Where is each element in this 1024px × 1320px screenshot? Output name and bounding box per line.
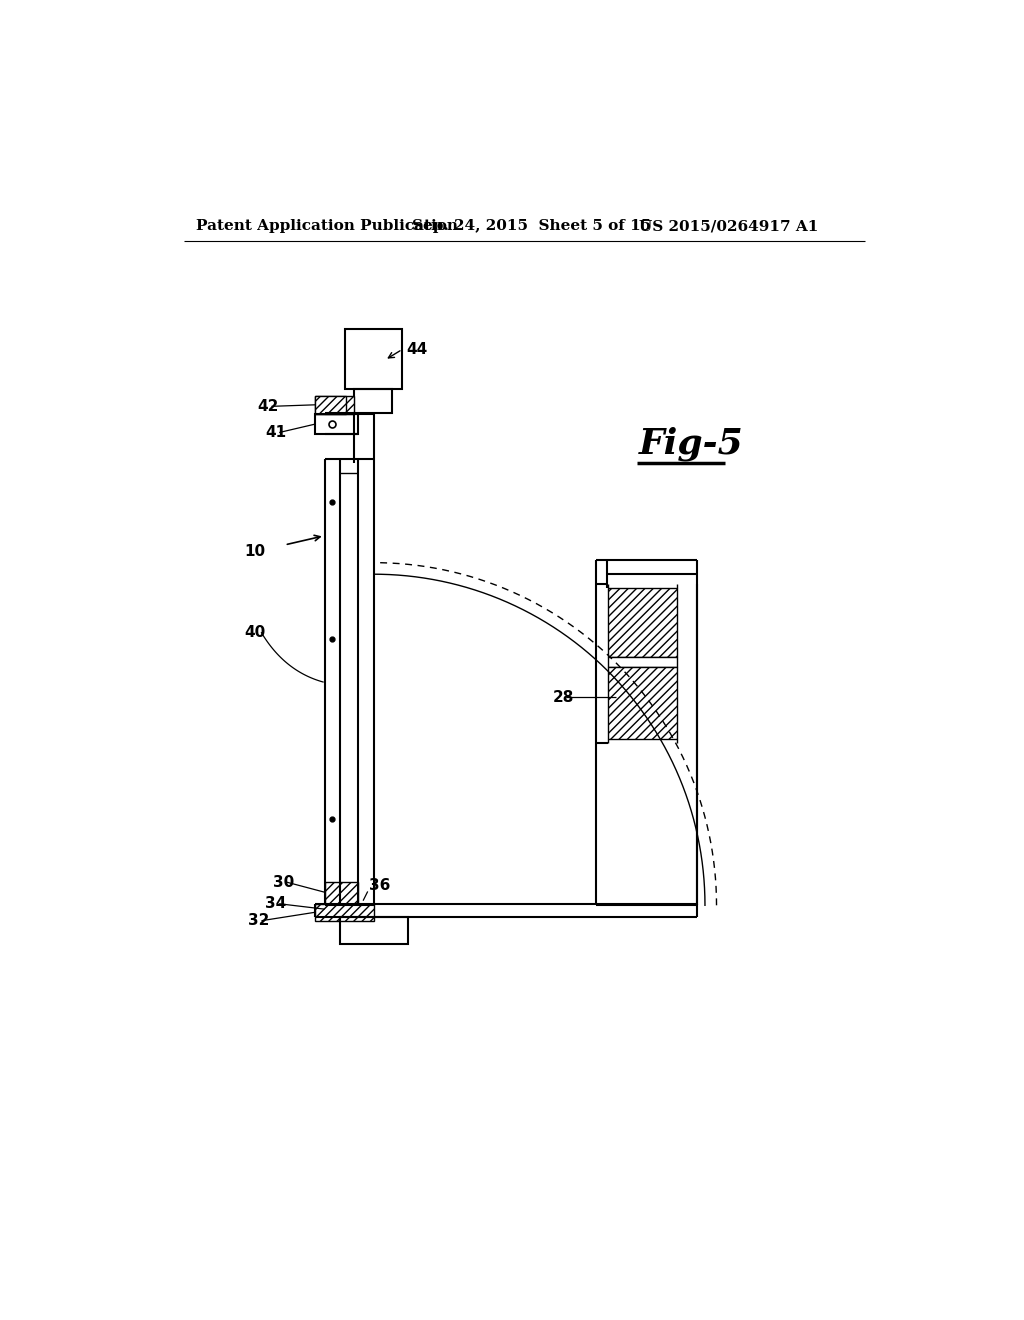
Text: Patent Application Publication: Patent Application Publication (196, 219, 458, 234)
Text: 40: 40 (245, 626, 266, 640)
Bar (315, 396, 354, 414)
Polygon shape (325, 904, 340, 921)
Text: 10: 10 (245, 544, 265, 558)
Text: 44: 44 (407, 342, 427, 356)
Bar (354, 389, 392, 413)
Text: 34: 34 (265, 896, 287, 911)
Bar (608, 667, 677, 739)
Bar (315, 396, 346, 414)
Text: 36: 36 (370, 878, 390, 892)
Bar (608, 657, 677, 667)
Bar (345, 330, 401, 389)
Text: 30: 30 (273, 875, 294, 890)
Text: Sep. 24, 2015  Sheet 5 of 15: Sep. 24, 2015 Sheet 5 of 15 (412, 219, 651, 234)
Bar (315, 414, 357, 434)
Bar (315, 904, 374, 921)
Text: US 2015/0264917 A1: US 2015/0264917 A1 (639, 219, 818, 234)
Text: 32: 32 (248, 913, 269, 928)
Bar (340, 917, 408, 944)
Text: 41: 41 (265, 425, 287, 440)
Bar (608, 589, 677, 657)
Text: 28: 28 (553, 690, 573, 705)
Text: 42: 42 (258, 399, 279, 414)
Bar (325, 882, 358, 906)
Text: Fig-5: Fig-5 (639, 426, 743, 461)
